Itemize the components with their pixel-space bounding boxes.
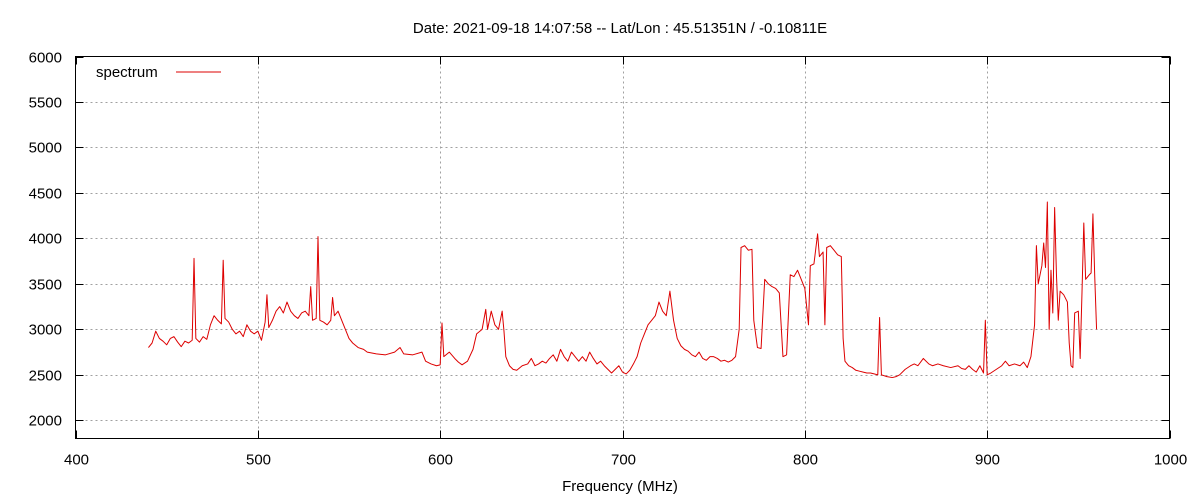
y-tick-label-6000: 6000 [29,50,62,67]
spectrum-series-line [148,201,1098,379]
y-tick-label-3500: 3500 [29,277,62,294]
y-tick-label-2000: 2000 [29,413,62,430]
x-axis: 400 500 600 700 800 900 1000 [64,56,1187,469]
x-tick-label-700: 700 [611,452,636,469]
x-tick-label-800: 800 [793,452,818,469]
chart-title: Date: 2021-09-18 14:07:58 -- Lat/Lon : 4… [413,20,827,37]
grid-lines [75,56,1170,439]
x-axis-label: Frequency (MHz) [562,478,678,495]
x-tick-label-500: 500 [246,452,271,469]
y-tick-label-4500: 4500 [29,186,62,203]
x-tick-label-900: 900 [975,452,1000,469]
y-tick-label-3000: 3000 [29,322,62,339]
x-tick-label-1000: 1000 [1154,452,1187,469]
y-tick-label-5000: 5000 [29,140,62,157]
x-tick-label-600: 600 [428,452,453,469]
y-tick-label-4000: 4000 [29,231,62,248]
legend: spectrum [96,64,221,81]
legend-label-spectrum: spectrum [96,64,158,81]
y-tick-label-2500: 2500 [29,368,62,385]
plot-frame [75,56,1170,439]
x-tick-label-400: 400 [64,452,89,469]
y-axis: 2000 2500 3000 3500 4000 4500 5000 5500 6000 [29,50,1170,430]
y-tick-label-5500: 5500 [29,95,62,112]
